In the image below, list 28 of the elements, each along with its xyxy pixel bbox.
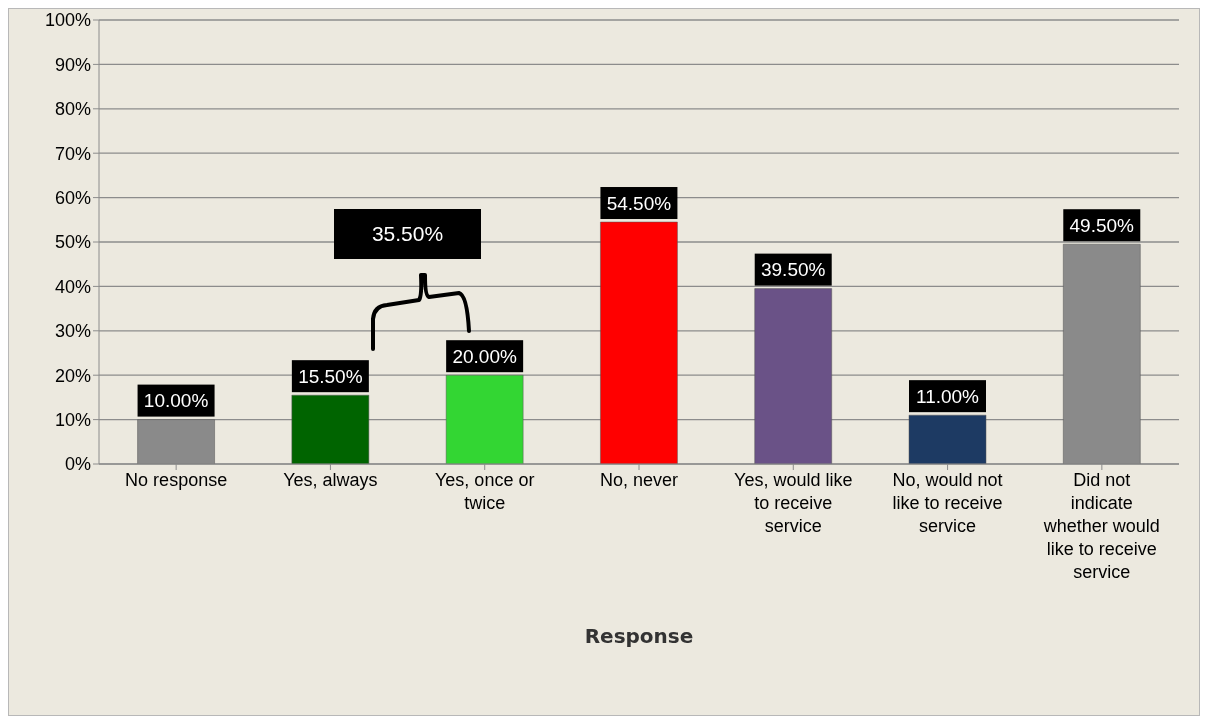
x-tick-label: Did not indicate whether would like to receive service [1042, 470, 1160, 582]
annotation: 35.50% [371, 222, 444, 246]
data-label: 39.50% [760, 259, 826, 281]
y-tick-label: 10% [54, 409, 91, 430]
y-tick-label: 90% [54, 54, 91, 75]
y-tick-label: 100% [44, 10, 91, 31]
x-axis-title: Response [584, 624, 694, 648]
y-tick-label: 20% [54, 365, 91, 386]
y-tick-label: 0% [64, 454, 91, 475]
data-label: 49.50% [1069, 214, 1135, 236]
x-tick-label: No response [125, 470, 228, 490]
y-tick-label: 60% [54, 187, 91, 208]
callout-box: 35.50% [334, 209, 481, 259]
data-label: 54.50% [606, 192, 672, 214]
y-tick-label: 40% [54, 276, 91, 297]
data-label: 15.50% [298, 365, 363, 387]
x-tick-label: Yes, would like to receive service [734, 470, 853, 536]
y-tick-label: 30% [54, 321, 91, 342]
x-tick-label: No, would not like to receive service [892, 470, 1003, 536]
y-tick-label: 50% [54, 232, 91, 253]
x-tick-label: No, never [599, 470, 679, 490]
data-label: 20.00% [452, 345, 517, 367]
y-tick-label: 70% [54, 143, 91, 164]
y-tick-label: 80% [54, 99, 91, 120]
x-tick-label: Yes, once or twice [435, 470, 535, 513]
x-tick-label: Yes, always [283, 470, 378, 490]
data-label: 11.00% [915, 385, 980, 407]
data-label: 10.00% [143, 390, 209, 412]
